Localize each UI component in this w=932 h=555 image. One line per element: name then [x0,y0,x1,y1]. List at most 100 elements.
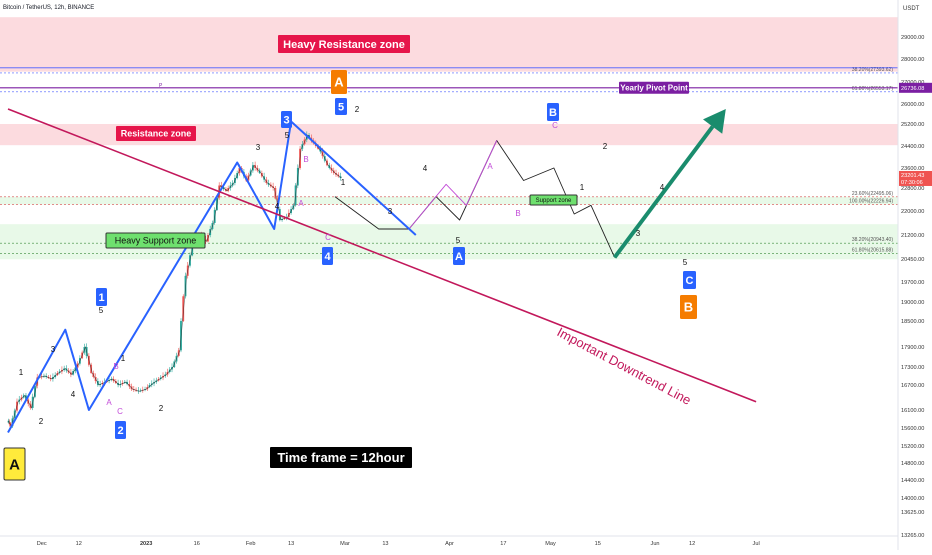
abc-purple-path [408,140,498,230]
y-tick-label: 14800.00 [901,461,924,467]
x-tick-label: 16 [194,541,200,547]
pivot-marker: P [159,83,163,89]
y-tick-label: 25200.00 [901,122,924,128]
y-tick-label: 20450.00 [901,257,924,263]
badge-wave-C-text: C [686,275,694,287]
y-tick-label: 14400.00 [901,478,924,484]
badge-wave-2-text: 2 [117,425,123,437]
wave-label-7: C [117,407,123,416]
fib-label-3: 100.00%(22226.94) [849,198,893,204]
y-tick-label: 28000.00 [901,57,924,63]
wave-label-27: 4 [660,183,665,192]
wave-label-20: 5 [456,236,461,245]
support-label: Support zone [529,194,578,206]
downtrend-line [7,108,757,403]
pivot-price-tag [899,82,932,93]
heavy-resistance-label-bg [278,35,410,53]
wave-label-14: A [298,199,304,208]
heavy-resistance-label: Heavy Resistance zone [278,35,410,53]
y-tick-label: 23600.00 [901,166,924,172]
x-tick-label: 13 [288,541,294,547]
y-tick-label: 17900.00 [901,345,924,351]
yearly-pivot-label-bg [619,81,689,94]
y-tick-label: 22800.00 [901,186,924,192]
wave-label-21: A [487,162,493,171]
heavy-support-label: Heavy Support zone [105,232,206,249]
heavy-support-label-bg [105,232,206,249]
badge-wave-3-bg [281,111,292,128]
candle-body [34,385,36,397]
timeframe-label-text: Time frame = 12hour [277,450,404,465]
x-tick-label: 15 [595,541,601,547]
fib-label-1: 61.80%(26553.17) [852,86,893,92]
y-tick-label: 13265.00 [901,533,924,539]
wave-label-12: B [303,155,308,164]
heavy-resistance-label-text: Heavy Resistance zone [283,39,405,51]
x-tick-label: 2023 [140,541,152,547]
x-tick-label: Feb [246,541,256,547]
wave-label-13: 4 [275,202,280,211]
wave-label-26: 3 [636,229,641,238]
badge-wave-2: 2 [115,421,126,439]
y-tick-label: 21200.00 [901,233,924,239]
y-tick-label: 14000.00 [901,496,924,502]
x-tick-label: 12 [76,541,82,547]
wave-label-2: 3 [51,345,56,354]
badge-wave-2-bg [115,421,126,439]
badge-wave-3-text: 3 [283,114,289,126]
support-label-text: Support zone [536,198,572,204]
badge-yellow-A-text: A [9,456,20,473]
price-path-line [7,134,342,427]
wave-blue-path [7,120,417,433]
badge-wave-1-bg [96,288,107,306]
badge-orange-A: A [331,70,347,94]
chart-title: Bitcoin / TetherUS, 12h, BINANCE [3,5,94,11]
x-tick-label: 12 [689,541,695,547]
resistance-label: Resistance zone [116,126,196,141]
wave-label-8: 2 [159,404,164,413]
y-tick-label: 22000.00 [901,209,924,215]
current-price-tag [899,170,932,186]
downtrend-label: Important Downtrend Line [555,324,694,407]
candle-body [182,296,185,321]
badge-wave-B-text: B [549,107,557,119]
x-tick-label: 17 [500,541,506,547]
x-tick-label: Apr [445,541,454,547]
wave-label-17: 2 [355,105,360,114]
countdown-text: 07:30:06 [901,180,923,186]
y-tick-label: 16700.00 [901,383,924,389]
fib-label-5: 61.80%(20615.88) [852,248,893,254]
badge-wave-A-bg [453,247,465,265]
wave-label-28: 5 [683,258,688,267]
x-tick-label: Jul [753,541,760,547]
badge-wave-3: 3 [281,111,292,128]
zone-support-zone [0,196,898,205]
wave-label-5: B [113,362,118,371]
badge-wave-5-text: 5 [338,101,344,113]
badge-wave-5-bg [335,98,347,115]
wave-label-19: 4 [423,164,428,173]
x-tick-label: Dec [37,541,47,547]
support-label-bg [529,194,578,206]
wave-label-3: 4 [71,390,76,399]
wave-label-0: 1 [19,368,24,377]
fib-label-0: 38.20%(27393.62) [852,67,893,73]
x-tick-label: 13 [382,541,388,547]
y-tick-label: 24400.00 [901,144,924,150]
badge-wave-5: 5 [335,98,347,115]
wave-label-11: 5 [285,131,290,140]
resistance-label-text: Resistance zone [121,129,192,139]
y-tick-label: 15200.00 [901,444,924,450]
badge-wave-4-bg [322,247,333,265]
projection-arrow-shaft [612,125,715,259]
badge-wave-C: C [683,271,696,289]
pivot-price-text: 26736.08 [901,86,924,92]
wave-label-9: 5 [99,306,104,315]
fib-label-4: 38.20%(20943.40) [852,237,893,243]
badge-wave-A-text: A [455,251,463,263]
wave-label-25: 1 [580,183,585,192]
x-tick-label: Jun [651,541,660,547]
y-tick-label: 15600.00 [901,426,924,432]
zone-heavy-resistance-zone [0,17,898,72]
